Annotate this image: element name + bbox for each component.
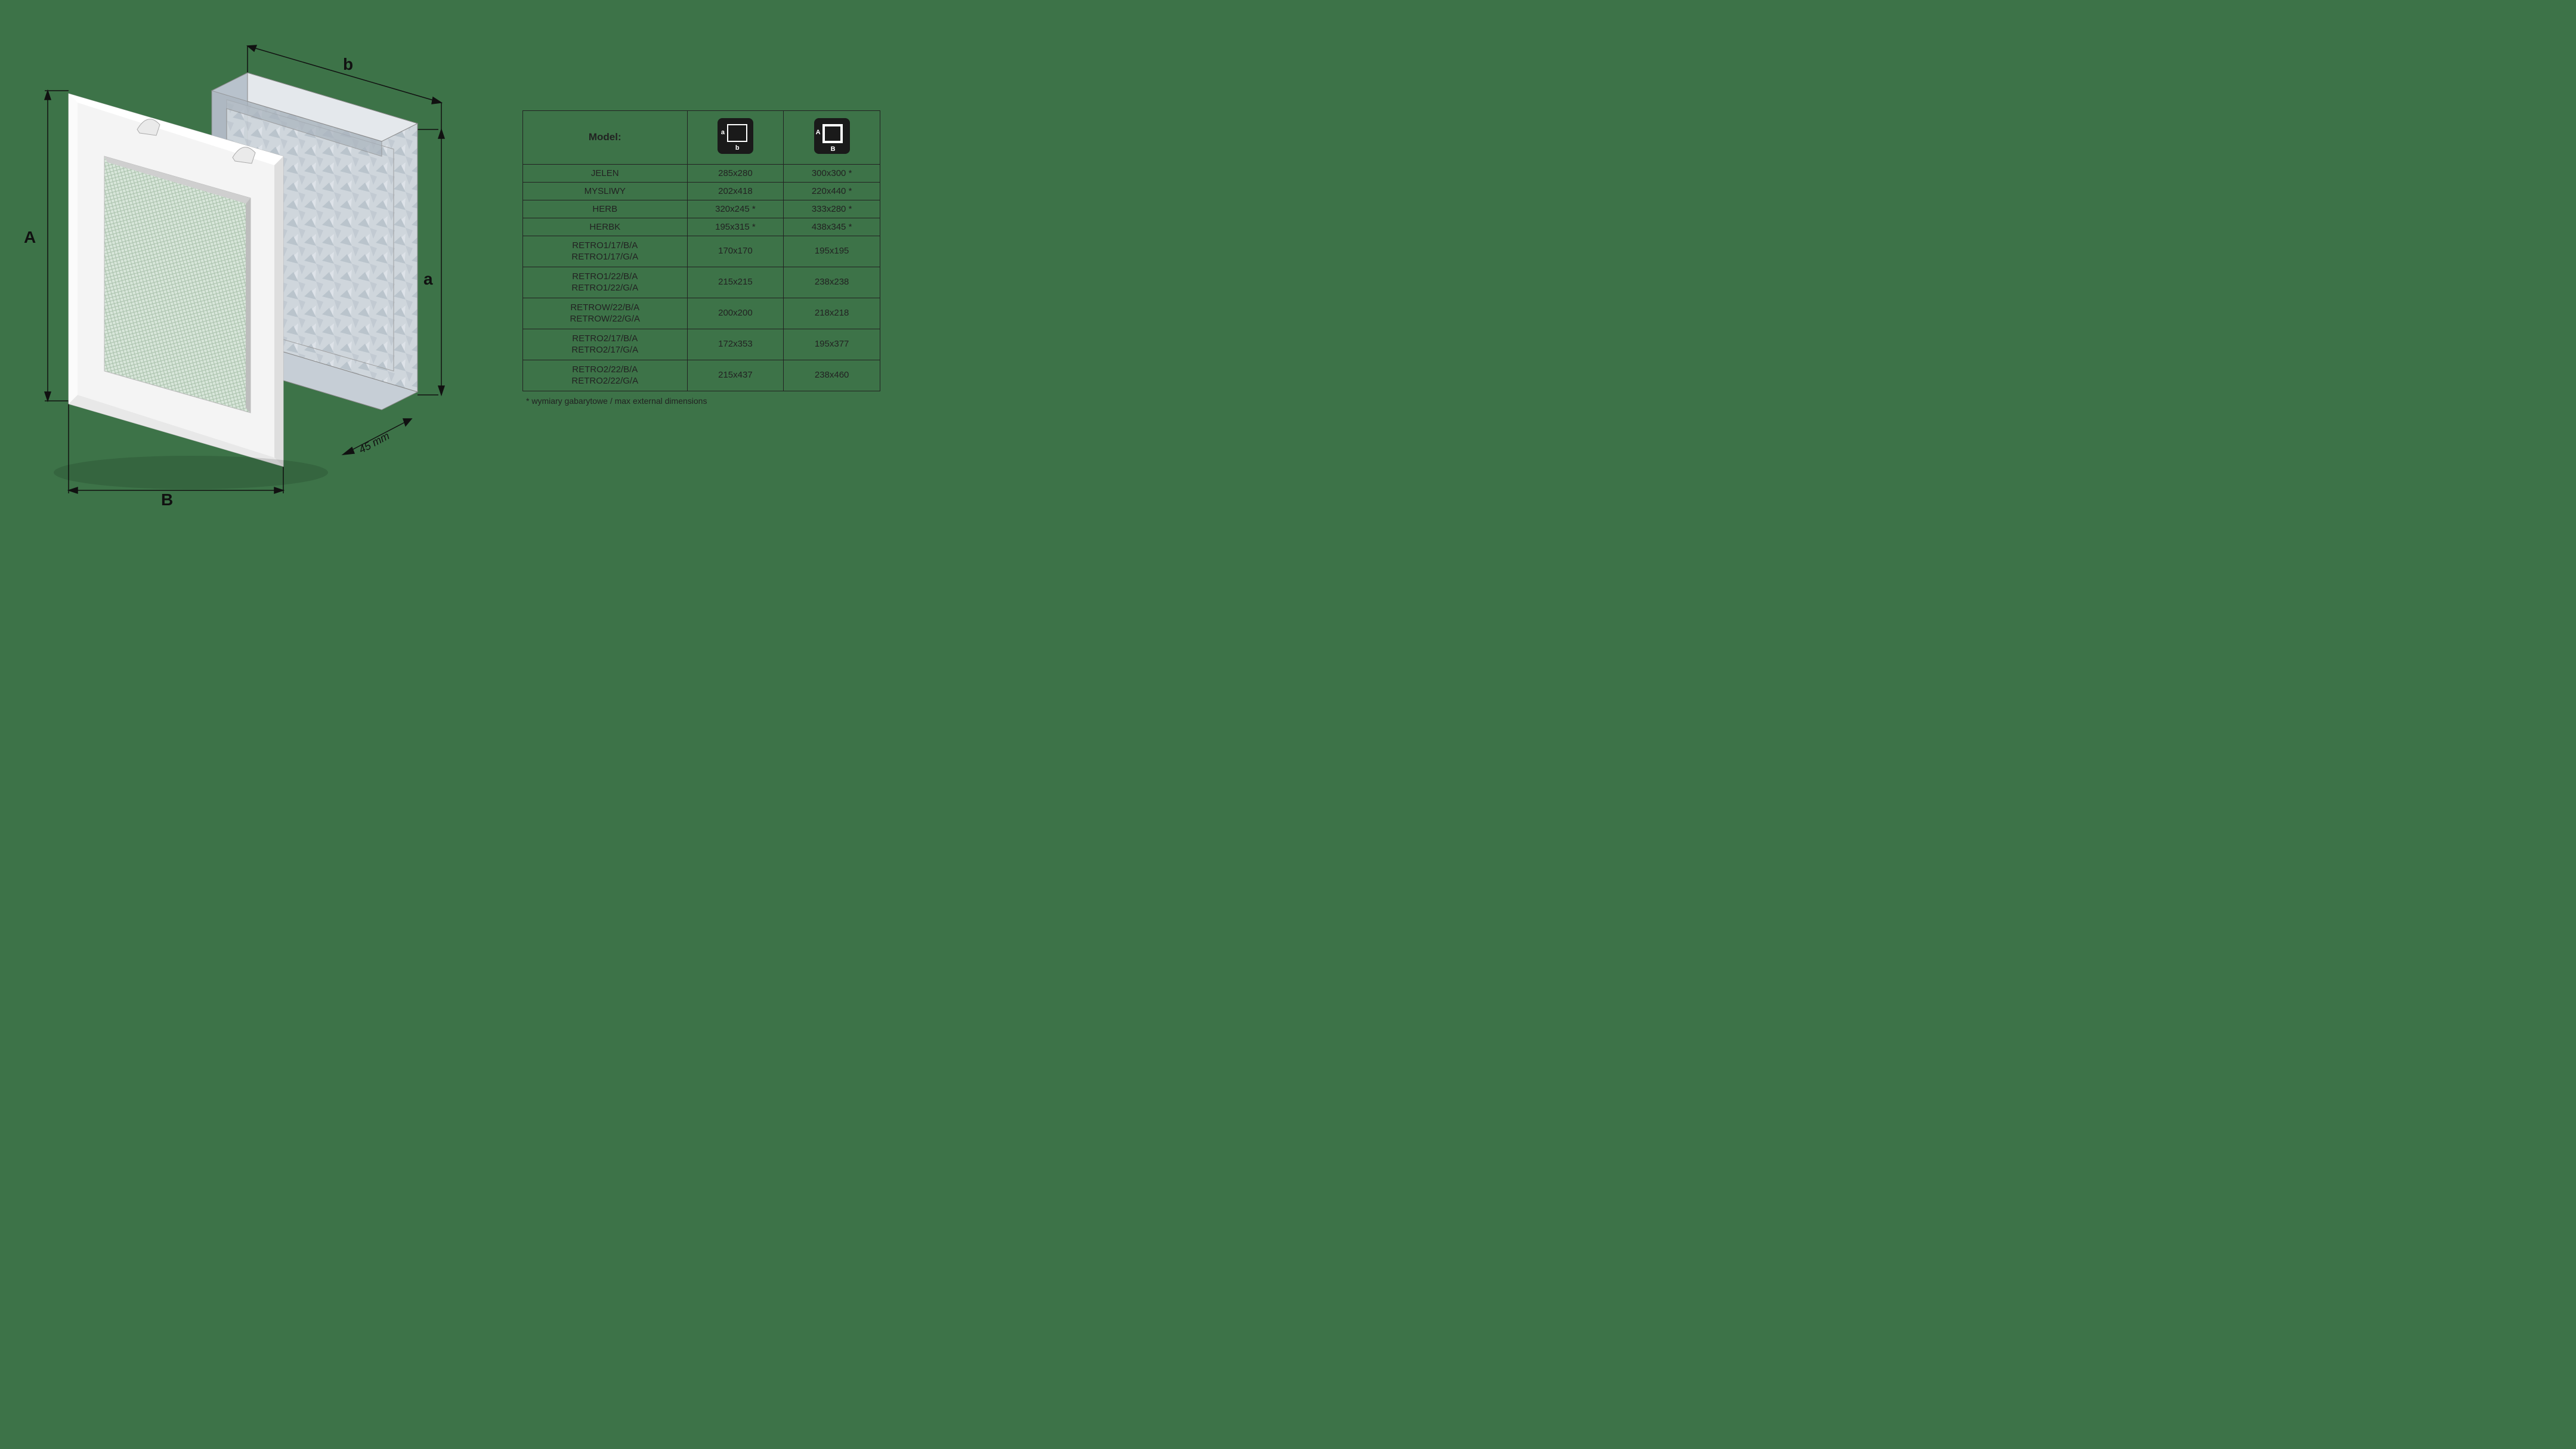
cell-model: HERB [523, 200, 688, 218]
cell-ab: 215x215 [687, 267, 784, 298]
cell-ab: 172x353 [687, 329, 784, 360]
table-row: HERB320x245 *333x280 * [523, 200, 880, 218]
cell-model: RETRO1/17/B/ARETRO1/17/G/A [523, 236, 688, 267]
table-body: JELEN285x280300x300 *MYSLIWY202x418220x4… [523, 164, 880, 391]
cell-AB: 300x300 * [784, 164, 880, 182]
icon-ab: a b [718, 118, 753, 154]
table-row: RETRO1/17/B/ARETRO1/17/G/A170x170195x195 [523, 236, 880, 267]
cell-ab: 285x280 [687, 164, 784, 182]
dimension-table: Model: a b A B [522, 110, 880, 391]
table-row: RETROW/22/B/ARETROW/22/G/A200x200218x218 [523, 298, 880, 329]
table-header-row: Model: a b A B [523, 110, 880, 164]
cell-ab: 202x418 [687, 182, 784, 200]
cell-ab: 200x200 [687, 298, 784, 329]
cell-model: RETROW/22/B/ARETROW/22/G/A [523, 298, 688, 329]
table-row: RETRO2/17/B/ARETRO2/17/G/A172x353195x377 [523, 329, 880, 360]
cell-AB: 220x440 * [784, 182, 880, 200]
cell-AB: 438x345 * [784, 218, 880, 236]
cell-model: RETRO2/17/B/ARETRO2/17/G/A [523, 329, 688, 360]
cell-ab: 170x170 [687, 236, 784, 267]
header-AB: A B [784, 110, 880, 164]
cell-model: RETRO2/22/B/ARETRO2/22/G/A [523, 360, 688, 391]
cell-ab: 320x245 * [687, 200, 784, 218]
header-ab: a b [687, 110, 784, 164]
table-footnote: * wymiary gabarytowe / max external dime… [522, 396, 880, 406]
cell-model: HERBK [523, 218, 688, 236]
cell-AB: 195x195 [784, 236, 880, 267]
dimension-table-wrap: Model: a b A B [522, 110, 880, 406]
cell-AB: 238x460 [784, 360, 880, 391]
cell-AB: 218x218 [784, 298, 880, 329]
cell-ab: 215x437 [687, 360, 784, 391]
dim-label-b: b [343, 55, 353, 74]
diagram-svg [12, 13, 477, 502]
table-row: MYSLIWY202x418220x440 * [523, 182, 880, 200]
cell-ab: 195x315 * [687, 218, 784, 236]
table-row: JELEN285x280300x300 * [523, 164, 880, 182]
cell-AB: 195x377 [784, 329, 880, 360]
dim-label-a: a [423, 270, 433, 289]
cell-model: RETRO1/22/B/ARETRO1/22/G/A [523, 267, 688, 298]
dim-label-A: A [24, 228, 36, 247]
table-row: HERBK195x315 *438x345 * [523, 218, 880, 236]
cell-model: MYSLIWY [523, 182, 688, 200]
dimension-diagram: A B a b 45 mm [12, 13, 477, 502]
cell-model: JELEN [523, 164, 688, 182]
header-model: Model: [523, 110, 688, 164]
cell-AB: 238x238 [784, 267, 880, 298]
table-row: RETRO1/22/B/ARETRO1/22/G/A215x215238x238 [523, 267, 880, 298]
icon-AB: A B [814, 118, 850, 154]
cell-AB: 333x280 * [784, 200, 880, 218]
table-row: RETRO2/22/B/ARETRO2/22/G/A215x437238x460 [523, 360, 880, 391]
dim-label-B: B [161, 490, 173, 509]
